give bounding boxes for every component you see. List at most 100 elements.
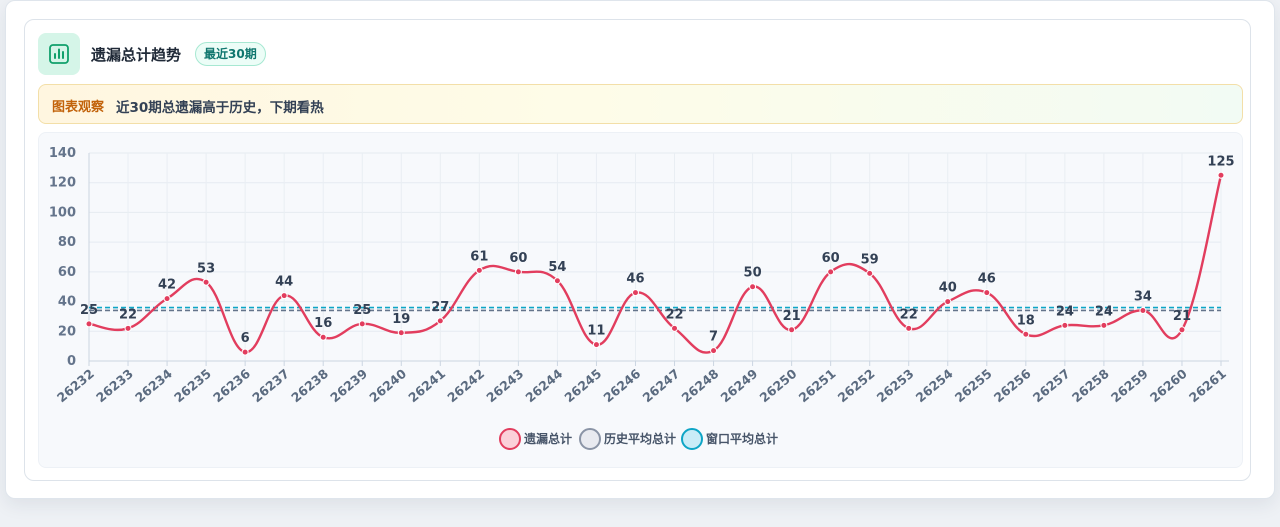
page-panel: 遗漏总计趋势 最近30期 图表观察 近30期总遗漏高于历史，下期看热 0 20 40… [5,0,1275,499]
bar-chart-icon [38,33,80,75]
x-tick-label: 26256 [991,366,1034,406]
x-tick-label: 26240 [366,366,409,406]
chart-observation: 图表观察 近30期总遗漏高于历史，下期看热 [38,84,1243,124]
legend-label: 窗口平均总计 [706,431,778,446]
trend-card: 遗漏总计趋势 最近30期 图表观察 近30期总遗漏高于历史，下期看热 0 20 40… [24,19,1251,481]
x-tick-label: 26234 [132,366,175,406]
data-point [944,298,952,306]
data-point [358,320,366,328]
x-tick-label: 26246 [600,366,643,406]
x-tick-label: 26259 [1108,366,1151,405]
data-label: 59 [861,252,879,267]
x-tick-label: 26236 [210,366,253,406]
legend-marker [499,428,521,450]
data-label: 22 [900,307,918,322]
legend-label: 遗漏总计 [523,431,572,446]
data-point [1139,306,1147,314]
data-point [124,324,132,332]
y-tick-label: 20 [58,324,76,339]
y-tick-label: 100 [49,205,76,220]
data-label: 34 [1134,289,1152,304]
y-tick-label: 40 [58,295,76,310]
data-label: 21 [783,309,801,324]
x-tick-label: 26243 [483,366,526,405]
data-point [241,348,249,356]
observation-text: 近30期总遗漏高于历史，下期看热 [116,100,324,116]
data-label: 27 [431,300,449,315]
data-label: 19 [392,312,410,327]
period-badge: 最近30期 [195,42,266,66]
y-tick-label: 120 [49,176,76,191]
chart-area: 0 20 40 60 80 100 120 140 26232 26233 26234 26235 26… [38,132,1243,468]
x-tick-label: 26251 [796,366,839,405]
data-point [202,278,210,286]
data-point [514,268,522,276]
data-point [866,269,874,277]
data-label: 22 [665,307,683,322]
line-chart: 0204060801001201402623226233262342623526… [49,146,1235,450]
data-label: 40 [939,281,957,296]
data-label: 50 [744,266,762,281]
y-tick-label: 80 [58,235,76,250]
data-label: 25 [80,303,98,318]
data-point [1061,321,1069,329]
data-label: 54 [548,260,566,275]
data-point [85,320,93,328]
x-tick-label: 26242 [444,366,487,405]
data-point [553,277,561,285]
data-label: 24 [1056,304,1074,319]
x-tick-label: 26260 [1147,366,1190,406]
data-label: 53 [197,261,215,276]
x-tick-label: 26245 [561,366,604,405]
x-tick-label: 26233 [93,366,136,405]
series-line-missing-total [88,174,1223,354]
x-tick-label: 26237 [249,366,292,405]
data-label: 46 [626,272,644,287]
x-tick-label: 26238 [288,366,331,405]
x-tick-label: 26235 [171,366,214,405]
data-point [788,326,796,334]
y-tick-label: 140 [49,146,76,161]
data-point [905,324,913,332]
data-point [280,292,288,300]
x-tick-label: 26249 [718,366,761,405]
data-point [749,283,757,291]
data-point [163,295,171,303]
data-label: 18 [1017,313,1035,328]
card-title: 遗漏总计趋势 [91,46,182,64]
data-point [592,341,600,349]
data-label: 125 [1207,154,1234,169]
x-tick-label: 26255 [952,366,995,405]
data-point [983,289,991,297]
data-label: 22 [119,307,137,322]
legend-marker [681,428,703,450]
x-tick-label: 26261 [1186,366,1229,405]
data-point [1217,171,1225,179]
data-label: 24 [1095,304,1113,319]
x-tick-label: 26252 [835,366,878,405]
data-point [436,317,444,325]
y-tick-label: 0 [67,354,76,369]
data-point [1022,330,1030,338]
x-tick-label: 26253 [874,366,917,405]
data-point [827,268,835,276]
legend-marker [579,428,601,450]
data-label: 11 [587,324,605,339]
data-label: 61 [470,249,488,264]
x-tick-label: 26247 [639,366,682,405]
data-label: 44 [275,275,293,290]
x-tick-label: 26257 [1030,366,1073,405]
x-tick-label: 26232 [54,366,97,405]
data-point [671,324,679,332]
data-point [1100,321,1108,329]
data-label: 16 [314,316,332,331]
data-label: 46 [978,272,996,287]
data-label: 60 [509,251,527,266]
observation-label: 图表观察 [52,100,105,115]
data-label: 42 [158,278,176,293]
data-point [319,333,327,341]
y-tick-label: 60 [58,265,76,280]
data-label: 60 [822,251,840,266]
x-tick-label: 26258 [1069,366,1112,405]
data-point [397,329,405,337]
